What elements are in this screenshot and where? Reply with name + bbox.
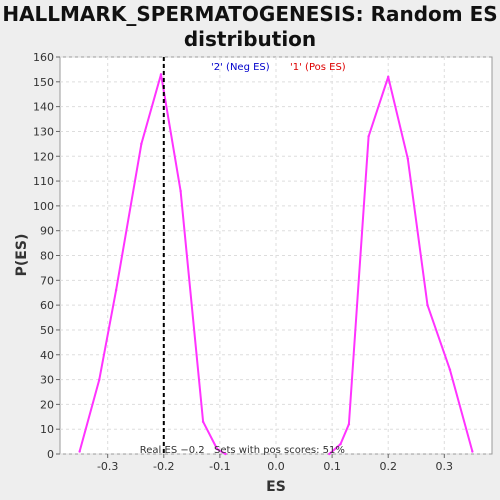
data-point <box>339 442 342 446</box>
data-point <box>215 447 219 451</box>
x-tick-label: -0.2 <box>153 460 174 473</box>
y-tick-label: 120 <box>33 150 54 163</box>
data-point <box>471 450 474 453</box>
y-tick-label: 0 <box>47 448 54 461</box>
y-ticks: 0 10 20 30 40 50 60 70 80 90 100 110 120 130 140 150 160 <box>33 51 60 461</box>
data-point <box>78 450 81 453</box>
y-tick-label: 60 <box>40 299 54 312</box>
x-tick-label: 0.2 <box>379 460 397 473</box>
data-point <box>114 289 118 292</box>
pos-scores-annotation: Sets with pos scores: 51% <box>214 445 345 456</box>
x-tick-label: 0.1 <box>323 460 341 473</box>
x-tick-label: 0.3 <box>436 460 454 473</box>
y-tick-label: 10 <box>40 423 54 436</box>
y-tick-label: 30 <box>40 374 54 387</box>
x-axis-label: ES <box>266 479 286 495</box>
x-tick-label: -0.1 <box>209 460 230 473</box>
data-point <box>367 135 370 138</box>
data-point <box>328 452 331 456</box>
y-tick-label: 160 <box>33 51 54 64</box>
data-point <box>179 189 182 193</box>
y-tick-label: 20 <box>40 398 54 411</box>
legend-neg-es: '2' (Neg ES) <box>211 62 270 73</box>
data-point <box>159 73 163 76</box>
data-point <box>98 378 101 381</box>
series-group <box>78 73 474 456</box>
y-tick-label: 150 <box>33 76 54 89</box>
data-point <box>140 142 143 146</box>
data-point <box>201 420 205 423</box>
real-es-label: Real ES −0.2 <box>140 445 205 456</box>
y-axis-label: P(ES) <box>14 234 30 277</box>
y-tick-label: 40 <box>40 349 54 362</box>
y-tick-label: 100 <box>33 200 54 213</box>
y-tick-label: 90 <box>40 225 54 238</box>
data-point <box>387 75 390 79</box>
y-tick-label: 50 <box>40 324 54 337</box>
y-tick-label: 130 <box>33 125 54 138</box>
y-tick-label: 80 <box>40 250 54 263</box>
legend-pos-es: '1' (Pos ES) <box>290 62 346 73</box>
data-point <box>426 303 429 307</box>
data-point <box>224 452 227 456</box>
data-point <box>347 423 351 426</box>
y-tick-label: 140 <box>33 101 54 114</box>
y-tick-label: 110 <box>33 175 54 188</box>
data-point <box>406 157 410 160</box>
chart-title: HALLMARK_SPERMATOGENESIS: Random ES dist… <box>2 2 498 51</box>
data-point <box>448 368 452 371</box>
x-tick-label: -0.3 <box>97 460 118 473</box>
y-tick-label: 70 <box>40 274 54 287</box>
x-ticks: -0.3 -0.2 -0.1 0.0 0.1 0.2 0.3 <box>97 454 453 473</box>
x-tick-label: 0.0 <box>267 460 285 473</box>
